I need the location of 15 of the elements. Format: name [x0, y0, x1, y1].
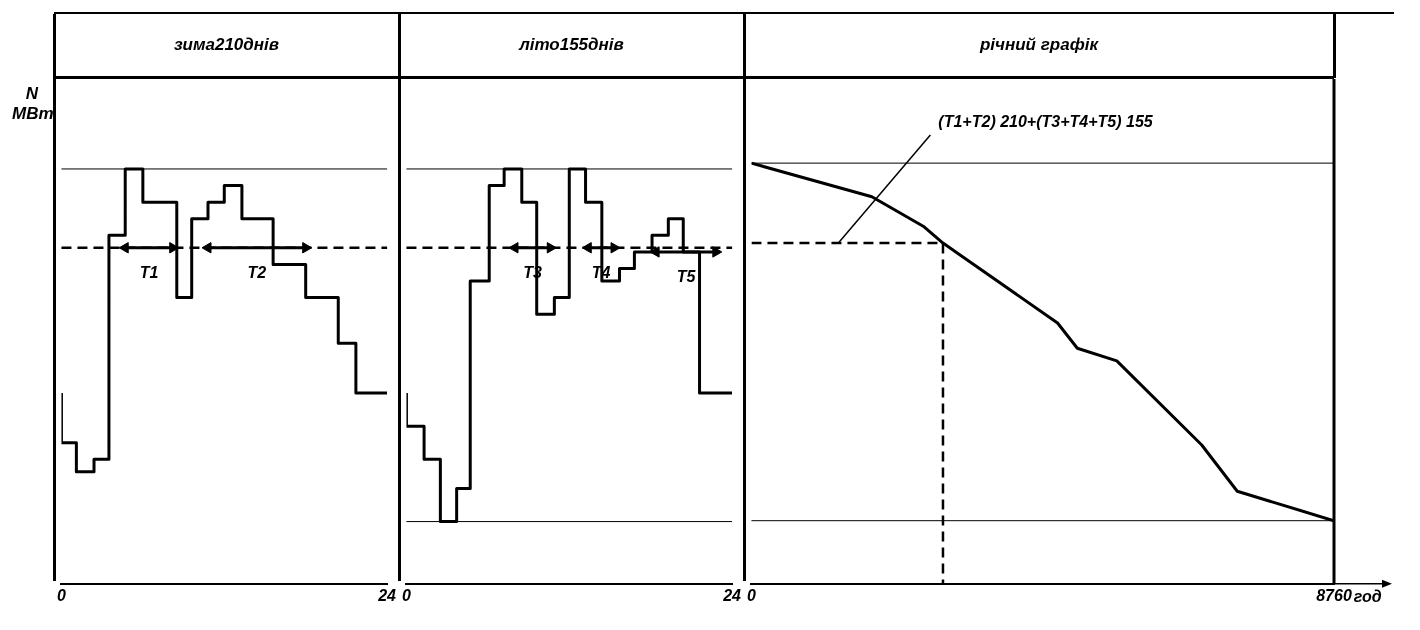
- x-tick-label: 8760: [1316, 586, 1352, 604]
- x-tick-label: 24: [377, 586, 397, 604]
- series-label: T1: [139, 264, 159, 282]
- chart-title: зима210днів: [54, 14, 399, 79]
- y-axis-title: N МВт: [12, 84, 54, 124]
- annotation: (T1+T2) 210+(T3+T4+T5) 155: [938, 113, 1154, 131]
- series-label: T5: [676, 268, 697, 286]
- x-axis-title: год: [1353, 588, 1382, 606]
- x-tick-label: 0: [57, 586, 66, 604]
- x-tick-label: 0: [402, 586, 411, 604]
- chart-title: літо155днів: [399, 14, 744, 79]
- series-label: T2: [247, 264, 267, 282]
- x-tick-label: 0: [747, 586, 756, 604]
- chart-title: річний графік: [744, 14, 1334, 79]
- x-tick-label: 24: [722, 586, 742, 604]
